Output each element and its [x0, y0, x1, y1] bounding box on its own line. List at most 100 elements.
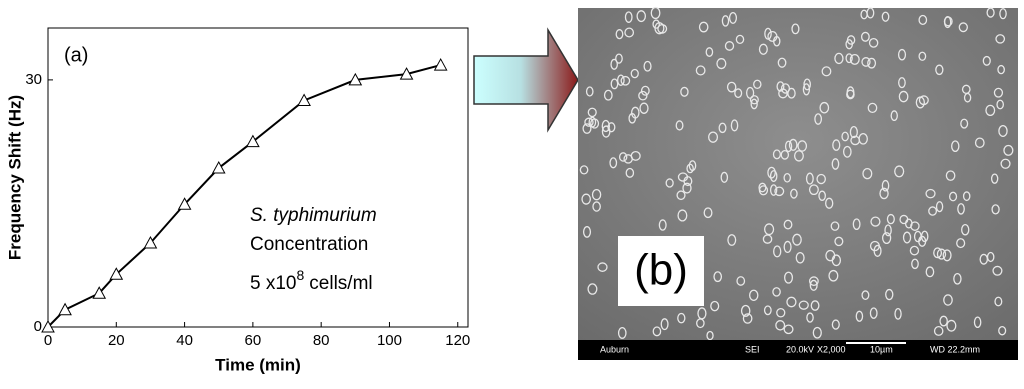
- cell: [825, 197, 834, 209]
- cell: [615, 29, 624, 40]
- cell: [894, 307, 902, 320]
- cell: [828, 269, 839, 282]
- cell: [925, 188, 936, 199]
- cell: [584, 117, 594, 127]
- cell: [617, 326, 627, 339]
- marker: [143, 235, 158, 249]
- annotation-part: 8: [296, 267, 304, 283]
- cell: [812, 326, 822, 339]
- cell: [868, 37, 879, 48]
- cell: [777, 57, 787, 68]
- marker: [109, 267, 124, 280]
- cell: [821, 66, 832, 77]
- cell: [961, 84, 971, 95]
- cell: [793, 150, 804, 162]
- x-tick-label: 120: [445, 332, 470, 349]
- cell: [945, 170, 956, 181]
- x-tick-label: 80: [313, 332, 330, 349]
- cell: [816, 173, 826, 185]
- cell: [998, 124, 1008, 137]
- cell: [736, 276, 746, 286]
- cell: [730, 119, 739, 132]
- cell: [986, 7, 995, 18]
- cell: [935, 201, 944, 213]
- cell: [680, 86, 689, 97]
- cell: [999, 8, 1007, 20]
- cell: [597, 262, 608, 272]
- cell: [676, 190, 686, 201]
- cell: [776, 81, 785, 92]
- cell: [624, 11, 633, 23]
- cell: [788, 138, 798, 151]
- cell: [588, 116, 597, 128]
- cell: [830, 221, 840, 231]
- cell: [946, 319, 957, 332]
- cell: [587, 283, 598, 295]
- x-tick-label: 20: [108, 332, 125, 349]
- cell: [996, 99, 1004, 110]
- cell: [994, 296, 1003, 307]
- cell: [935, 64, 944, 76]
- cell: [592, 201, 601, 212]
- cell: [995, 34, 1006, 44]
- cell: [735, 34, 745, 45]
- cell: [834, 236, 844, 247]
- cell: [638, 90, 648, 101]
- marker: [41, 319, 55, 333]
- cell: [657, 24, 668, 34]
- cell: [885, 288, 894, 301]
- cell: [870, 216, 881, 227]
- cell: [783, 172, 791, 183]
- cell: [899, 214, 909, 225]
- info-text: WD 22.2mm: [930, 344, 980, 354]
- cell: [1000, 158, 1011, 169]
- cell: [831, 158, 840, 170]
- annotation: 5 x108 cells/ml: [250, 267, 373, 294]
- cell: [749, 289, 759, 302]
- cell: [706, 330, 714, 341]
- marker: [246, 134, 260, 148]
- cell: [677, 209, 688, 222]
- cell: [758, 43, 768, 55]
- cell: [861, 290, 870, 301]
- cell: [881, 232, 892, 245]
- cell: [591, 188, 602, 201]
- cell: [819, 101, 830, 114]
- plot-frame: [47, 27, 469, 328]
- cell: [953, 272, 962, 285]
- cell: [620, 75, 631, 86]
- cell: [762, 234, 773, 244]
- cell: [705, 47, 714, 57]
- cell: [675, 120, 684, 131]
- cell: [860, 31, 870, 42]
- cell: [784, 271, 794, 284]
- cell: [767, 166, 776, 179]
- cell: [958, 22, 968, 33]
- cell: [886, 213, 895, 225]
- cell: [805, 172, 814, 185]
- panel-label: (a): [64, 44, 88, 66]
- cell: [797, 140, 808, 152]
- cell: [845, 39, 853, 50]
- cell: [982, 55, 991, 66]
- cell: [780, 149, 790, 160]
- cell: [884, 224, 892, 237]
- cell: [925, 266, 935, 278]
- cell: [783, 324, 794, 335]
- cell: [867, 57, 877, 69]
- cell: [936, 248, 947, 260]
- marker: [177, 197, 192, 210]
- cell: [631, 106, 640, 119]
- label-box: [618, 236, 704, 306]
- cell: [909, 245, 920, 256]
- cell: [784, 140, 793, 153]
- cell: [831, 319, 840, 330]
- y-axis-label: Frequency Shift (Hz): [5, 95, 24, 260]
- cell: [803, 78, 811, 91]
- sem-image: (b) Auburn SEI 20.0kV X2,000 10µm WD 22.2mm: [578, 6, 1018, 360]
- x-tick-label: 0: [44, 332, 52, 349]
- cell: [879, 187, 889, 200]
- cell: [640, 85, 650, 96]
- cell: [890, 110, 898, 122]
- cell: [818, 190, 826, 201]
